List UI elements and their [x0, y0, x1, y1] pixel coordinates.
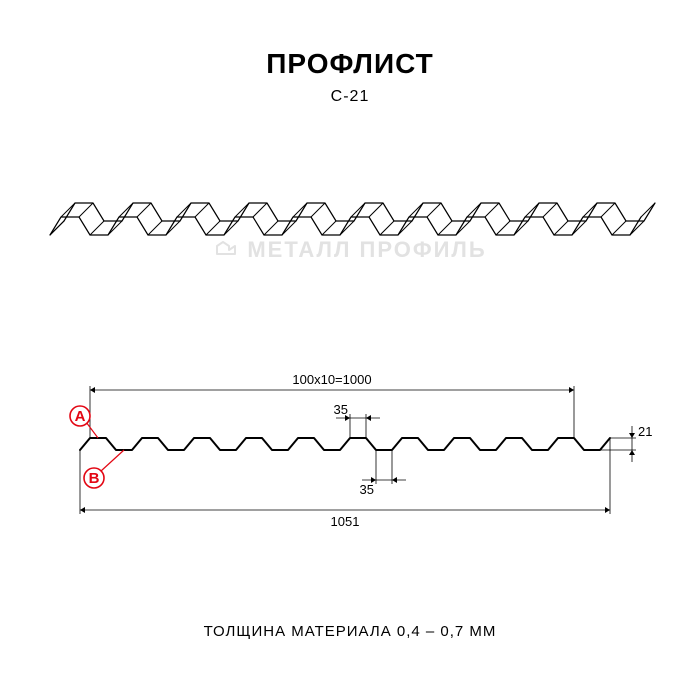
- page-title: ПРОФЛИСТ: [0, 48, 700, 80]
- svg-text:B: B: [89, 470, 100, 487]
- page-subtitle: С-21: [0, 88, 700, 106]
- cross-section-drawing: 100х10=1000 1051 35 35 21 A B: [30, 340, 670, 540]
- svg-text:A: A: [75, 408, 86, 425]
- isometric-drawing: [30, 140, 670, 290]
- svg-text:100х10=1000: 100х10=1000: [292, 372, 371, 387]
- svg-text:35: 35: [334, 402, 348, 417]
- page: ПРОФЛИСТ С-21 МЕТАЛЛ ПРОФИЛЬ 100х10=1000…: [0, 0, 700, 700]
- svg-text:21: 21: [638, 424, 652, 439]
- svg-text:35: 35: [360, 482, 374, 497]
- svg-text:1051: 1051: [331, 514, 360, 529]
- footer-text: ТОЛЩИНА МАТЕРИАЛА 0,4 – 0,7 ММ: [0, 623, 700, 640]
